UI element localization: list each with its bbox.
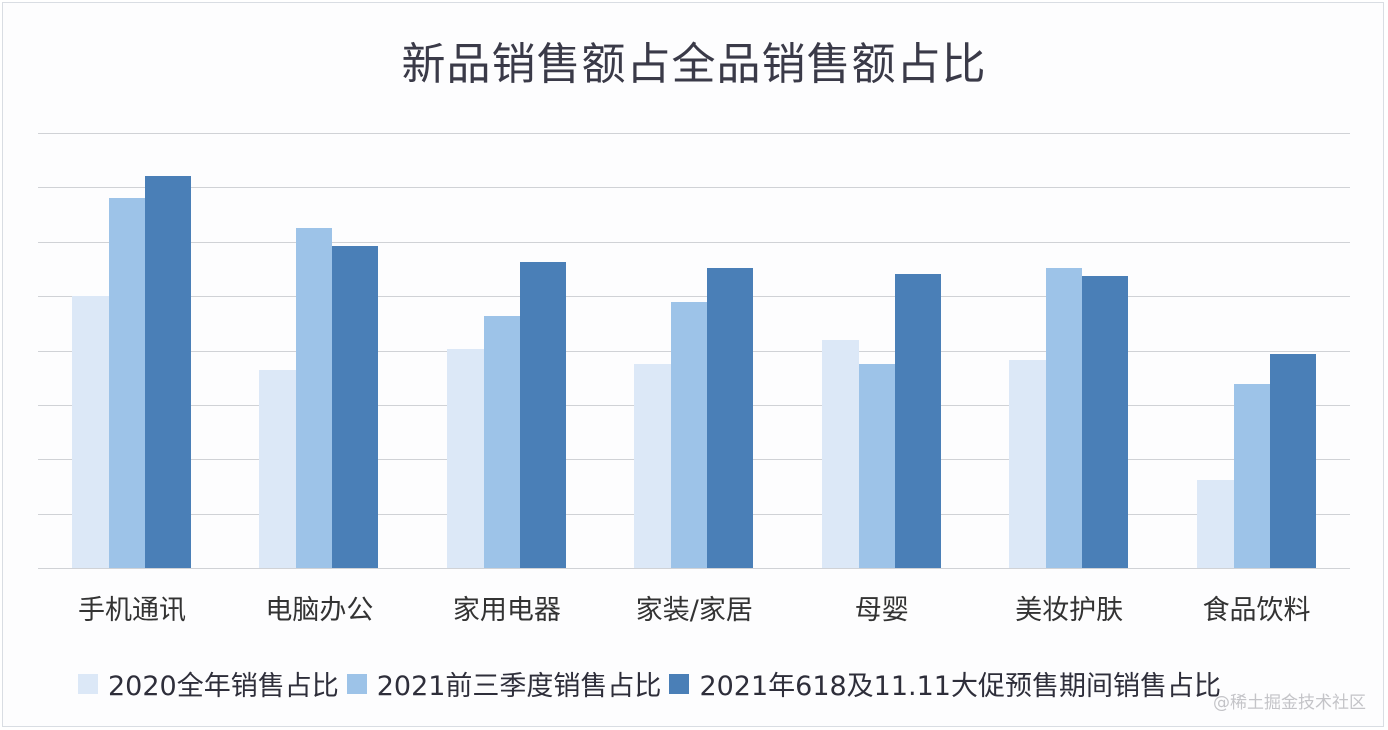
bar — [821, 340, 859, 568]
legend: 2020全年销售占比 2021前三季度销售占比 2021年618及11.11大促预售… — [78, 664, 1229, 703]
bar — [519, 262, 566, 568]
bar — [109, 198, 145, 568]
bar — [72, 296, 109, 568]
bar — [1233, 384, 1270, 568]
gridline — [38, 241, 1350, 243]
legend-item: 2020全年销售占比 — [78, 664, 339, 703]
bar — [1196, 479, 1234, 568]
x-axis-label: 电脑办公 — [265, 595, 374, 626]
bar — [296, 228, 333, 568]
x-axis-label: 美妆护肤 — [1015, 595, 1124, 626]
x-axis-label: 家用电器 — [452, 595, 561, 626]
chart-title: 新品销售额占全品销售额占比 — [401, 39, 987, 90]
bar — [1082, 276, 1129, 568]
bar — [259, 369, 297, 568]
x-axis-label: 母婴 — [854, 595, 909, 626]
x-axis-label: 家装/家居 — [635, 595, 753, 626]
bar — [1269, 354, 1316, 568]
bar — [145, 175, 191, 568]
x-axis-label: 食品饮料 — [1202, 595, 1311, 626]
legend-item: 2021前三季度销售占比 — [346, 664, 662, 703]
gridline — [38, 568, 1350, 569]
legend-swatch-icon — [78, 673, 98, 694]
legend-label: 2021前三季度销售占比 — [376, 671, 662, 702]
bar — [483, 316, 520, 568]
bar — [634, 364, 672, 568]
gridline — [38, 296, 1350, 298]
legend-item: 2021年618及11.11大促预售期间销售占比 — [669, 664, 1221, 703]
bar — [894, 274, 941, 568]
legend-swatch-icon — [346, 673, 367, 694]
x-axis-label: 手机通讯 — [78, 595, 186, 626]
bar — [858, 364, 895, 568]
legend-label: 2021年618及11.11大促预售期间销售占比 — [699, 671, 1221, 702]
legend-label: 2020全年销售占比 — [108, 671, 339, 702]
bar — [1046, 268, 1083, 568]
watermark: @稀土掘金技术社区 — [1213, 693, 1366, 713]
bar — [332, 246, 379, 568]
bar — [446, 348, 484, 568]
legend-swatch-icon — [669, 673, 690, 694]
bar — [671, 302, 708, 568]
gridline — [38, 133, 1350, 134]
plot-area — [38, 133, 1350, 569]
bar — [707, 268, 754, 568]
gridline — [38, 187, 1350, 189]
bar — [1009, 360, 1047, 568]
